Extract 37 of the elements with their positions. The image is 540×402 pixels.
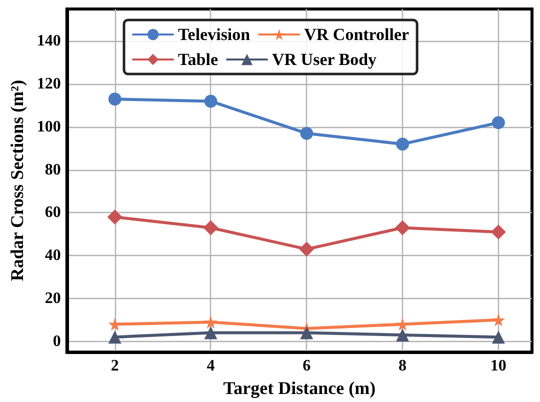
point [107,210,122,225]
legend-label: Table [178,50,218,69]
point [492,313,505,326]
y-tick-label: 20 [44,290,61,307]
y-tick-label: 140 [36,32,61,50]
point [492,116,505,130]
point [395,220,410,236]
point [396,138,410,151]
legend-label: Television [178,25,251,44]
point [492,330,505,344]
y-axis-title: Radar Cross Sections (m²) [7,80,27,282]
y-tick-label: 120 [36,76,61,93]
y-tick-label: 100 [36,118,61,136]
point [108,318,122,331]
point [490,224,506,240]
point [204,326,218,340]
y-tick-label: 40 [44,247,61,264]
x-tick-label: 4 [206,358,215,375]
point [300,326,314,340]
x-tick-label: 2 [110,358,119,375]
point [299,242,314,257]
point [204,316,218,329]
y-tick-label: 80 [44,161,61,178]
x-axis-title: Target Distance (m) [223,378,376,398]
y-tick-label: 60 [44,204,61,222]
point [204,94,218,108]
x-tick-label: 10 [490,358,506,375]
x-tick-label: 6 [302,358,311,375]
legend-label: VR User Body [272,50,378,69]
y-tick-label: 0 [52,332,61,350]
x-tick-label: 8 [398,358,407,375]
point [300,126,314,140]
point [108,330,122,344]
legend-label: VR Controller [304,25,410,44]
point [396,328,410,342]
point [203,220,218,236]
point [108,92,122,106]
